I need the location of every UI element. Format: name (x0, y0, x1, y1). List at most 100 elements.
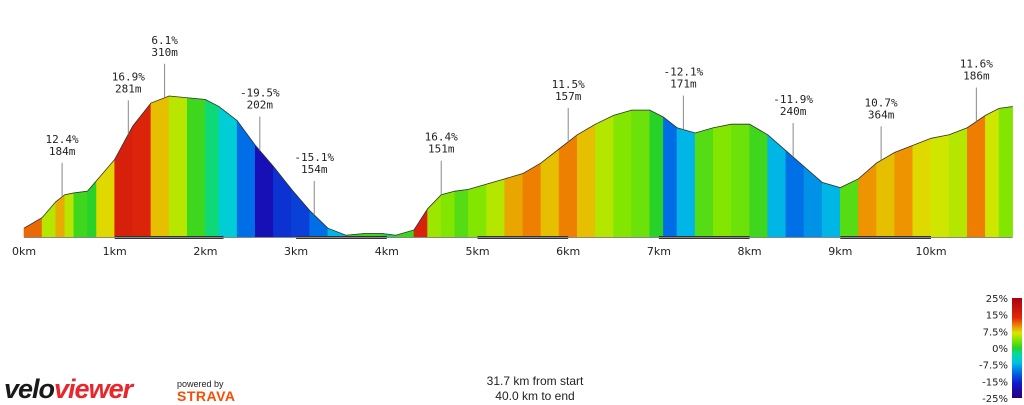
profile-segment (504, 173, 524, 238)
profile-segment (767, 134, 787, 238)
profile-segment (713, 123, 732, 238)
profile-segment (468, 183, 487, 238)
annotation-grade: 10.7% (865, 96, 898, 109)
annotation-elevation: 154m (301, 163, 328, 176)
x-axis: 0km 1km 2km 3km 4km 5km 6km 7km 8km 9km 10km (12, 237, 1013, 258)
profile-segment (540, 148, 560, 238)
profile-segment (985, 107, 1000, 238)
x-tick-label: 0km (12, 245, 36, 258)
annotation-grade: 11.5% (552, 78, 585, 91)
annotation-elevation: 202m (247, 99, 274, 112)
profile-segment (649, 109, 664, 238)
annotation-elevation: 364m (868, 108, 895, 121)
profile-segment (522, 162, 542, 238)
grade-annotations: 12.4%184m16.9%281m6.1%310m-19.5%202m-15.… (46, 34, 993, 215)
grade-color-scale: 25% 15% 7.5% 0% -7.5% -15% -25% (979, 294, 1022, 405)
annotation-grade: -19.5% (240, 87, 280, 100)
profile-segment (613, 109, 632, 238)
grade-annotation: -12.1%171m (664, 66, 704, 130)
profile-segment (73, 190, 88, 238)
annotation-grade: 16.4% (425, 131, 458, 144)
powered-by-strava: powered by STRAVA (177, 379, 235, 404)
profile-segment (876, 151, 896, 238)
profile-segment (595, 114, 614, 238)
x-tick-label: 8km (738, 245, 762, 258)
profile-segment (96, 158, 115, 238)
annotation-grade: 16.9% (112, 70, 145, 83)
profile-segment (440, 190, 456, 238)
color-scale-label: -25% (982, 394, 1008, 405)
profile-segment (41, 200, 57, 238)
profile-segment (413, 207, 428, 238)
profile-segment (558, 134, 578, 238)
profile-segment (186, 97, 206, 238)
annotation-elevation: 281m (115, 82, 142, 95)
profile-segment (749, 123, 769, 238)
profile-segment (23, 217, 43, 238)
x-tick-label: 10km (915, 245, 946, 258)
annotation-grade: 12.4% (46, 133, 79, 146)
color-scale-label: 15% (986, 311, 1008, 322)
x-tick-label: 4km (375, 245, 399, 258)
profile-area (23, 95, 1013, 238)
x-tick-label: 2km (193, 245, 217, 258)
annotation-elevation: 157m (555, 90, 582, 103)
profile-segment (454, 189, 469, 238)
from-start-text: 31.7 km from start (486, 374, 584, 388)
profile-segment (254, 144, 274, 238)
grade-annotation: -19.5%202m (240, 87, 280, 151)
annotation-elevation: 186m (963, 70, 990, 83)
grade-annotation: 16.4%151m (425, 131, 458, 195)
profile-segment (309, 209, 329, 238)
profile-segment (676, 127, 696, 238)
profile-segment (218, 105, 238, 238)
profile-segment (236, 119, 256, 238)
strava-logo: STRAVA (177, 388, 236, 404)
grade-annotation: 6.1%310m (151, 34, 178, 98)
profile-segment (694, 127, 714, 238)
x-tick-label: 5km (465, 245, 489, 258)
profile-outline (23, 95, 1013, 236)
annotation-elevation: 184m (49, 145, 76, 158)
to-end-text: 40.0 km to end (495, 389, 575, 403)
grade-annotation: -15.1%154m (294, 151, 334, 215)
grade-annotation: 11.5%157m (552, 78, 585, 142)
profile-segment (576, 123, 596, 238)
color-scale-label: -15% (982, 377, 1008, 388)
grade-annotation: 12.4%184m (46, 133, 79, 197)
profile-segment (663, 116, 678, 238)
profile-segment (998, 106, 1013, 238)
x-tick-label: 6km (556, 245, 580, 258)
veloviewer-logo: veloviewer (4, 374, 133, 405)
annotation-grade: -15.1% (294, 151, 334, 164)
profile-segment (894, 144, 914, 238)
color-scale-label: 25% (986, 294, 1008, 305)
logo-viewer: viewer (54, 374, 133, 404)
x-tick-label: 7km (647, 245, 671, 258)
profile-segment (839, 178, 859, 238)
color-scale-label: 0% (992, 344, 1008, 355)
color-scale-label: -7.5% (979, 361, 1008, 372)
profile-segment (858, 162, 877, 238)
profile-segment (803, 165, 823, 238)
grade-annotation: -11.9%240m (773, 93, 813, 157)
grade-annotation: 11.6%186m (960, 58, 993, 122)
profile-segment (291, 188, 311, 238)
annotation-grade: -12.1% (664, 66, 704, 79)
profile-segment (168, 95, 188, 238)
profile-segment (930, 134, 950, 238)
grade-annotation: 16.9%281m (112, 70, 145, 135)
annotation-grade: 6.1% (151, 34, 178, 47)
grade-annotation: 10.7%364m (865, 96, 898, 161)
profile-segment (631, 109, 651, 238)
profile-segment (150, 95, 170, 238)
profile-segment (912, 137, 932, 238)
annotation-elevation: 151m (428, 143, 455, 156)
color-scale-label: 7.5% (983, 327, 1008, 338)
logo-velo: velo (4, 374, 55, 404)
annotation-grade: -11.9% (773, 93, 813, 106)
profile-segment (731, 123, 750, 238)
annotation-grade: 11.6% (960, 58, 993, 71)
profile-segment (205, 99, 220, 238)
